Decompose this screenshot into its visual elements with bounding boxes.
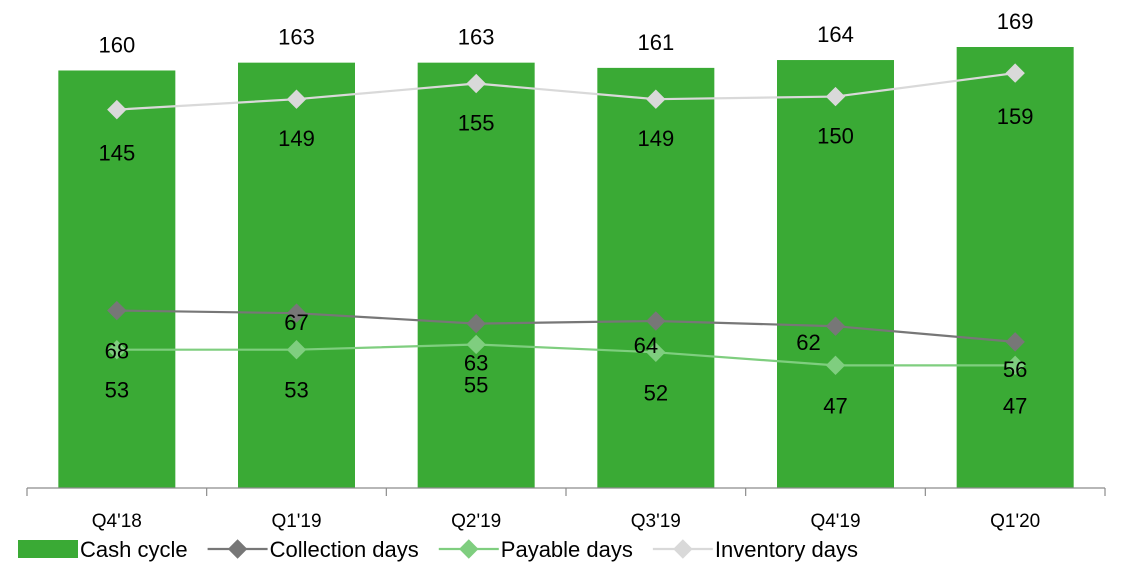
data-labels-layer: 160 163 163 161 164 169 68 67 63 64 62 56 53 53 55 52 47…: [98, 9, 1033, 418]
marker-collection-days: [646, 311, 666, 331]
x-tick-label: Q1'20: [990, 511, 1040, 532]
bar-cash-cycle: [777, 60, 894, 489]
marker-payable-days: [1005, 355, 1025, 376]
bar-cash-cycle: [417, 62, 535, 489]
marker-payable-days: [825, 355, 846, 376]
legend-label-collection-days: Collection days: [270, 537, 419, 562]
bar-cash-cycle: [58, 70, 176, 489]
marker-inventory-days: [1005, 63, 1025, 83]
data-label-collection-days: 64: [634, 333, 658, 358]
bars-layer: [58, 47, 1074, 489]
marker-payable-days: [646, 342, 666, 363]
data-label-payable-days: 53: [284, 378, 308, 403]
legend-label-cash-cycle: Cash cycle: [80, 537, 188, 562]
marker-inventory-days: [466, 73, 486, 94]
x-tick-label: Q4'18: [92, 511, 142, 532]
lines-layer: [107, 63, 1025, 376]
data-label-inventory-days: 150: [817, 124, 854, 149]
data-label-payable-days: 55: [464, 372, 488, 397]
data-label-cash-cycle: 164: [817, 22, 854, 47]
marker-collection-days: [1005, 332, 1025, 352]
data-label-collection-days: 62: [796, 330, 820, 355]
x-axis: Q4'18 Q1'19 Q2'19 Q3'19 Q4'19 Q1'20: [26, 487, 1106, 532]
bar-cash-cycle: [956, 47, 1074, 488]
data-label-collection-days: 56: [1003, 357, 1027, 382]
data-label-cash-cycle: 161: [637, 30, 674, 55]
data-label-cash-cycle: 169: [997, 9, 1034, 34]
data-label-inventory-days: 155: [458, 111, 495, 136]
data-label-inventory-days: 149: [637, 126, 674, 151]
bar-cash-cycle: [597, 67, 715, 489]
marker-collection-days: [107, 300, 127, 321]
legend-marker-inventory-days: [673, 539, 693, 559]
x-tick-label: Q4'19: [810, 511, 860, 532]
legend-label-inventory-days: Inventory days: [715, 537, 858, 562]
data-label-inventory-days: 145: [98, 141, 135, 166]
data-label-inventory-days: 159: [997, 104, 1034, 129]
data-label-cash-cycle: 160: [98, 32, 135, 57]
marker-inventory-days: [107, 99, 127, 120]
legend-swatch-cash-cycle: [18, 540, 78, 558]
series-line-payable-days: [116, 343, 1016, 367]
marker-payable-days: [286, 339, 307, 360]
legend-marker-collection-days: [227, 539, 248, 559]
marker-collection-days: [286, 303, 307, 323]
marker-payable-days: [466, 334, 486, 355]
legend-label-payable-days: Payable days: [501, 537, 633, 562]
marker-inventory-days: [646, 89, 666, 109]
x-tick-label: Q3'19: [631, 511, 681, 532]
data-label-cash-cycle: 163: [278, 25, 315, 50]
data-label-cash-cycle: 163: [458, 25, 495, 50]
data-label-collection-days: 63: [464, 351, 488, 376]
series-line-collection-days: [116, 309, 1016, 343]
data-label-collection-days: 67: [284, 310, 308, 335]
data-label-payable-days: 52: [644, 380, 668, 405]
x-tick-label: Q1'19: [271, 511, 321, 532]
marker-collection-days: [466, 313, 486, 334]
data-label-payable-days: 47: [1003, 393, 1027, 418]
marker-payable-days: [107, 339, 127, 360]
data-label-payable-days: 53: [105, 378, 129, 403]
legend-marker-payable-days: [459, 539, 479, 559]
data-label-collection-days: 68: [105, 339, 129, 364]
marker-collection-days: [825, 316, 846, 336]
x-tick-label: Q2'19: [451, 511, 501, 532]
marker-inventory-days: [286, 89, 307, 109]
series-line-inventory-days: [116, 72, 1016, 111]
data-label-inventory-days: 149: [278, 126, 315, 151]
marker-inventory-days: [825, 86, 846, 107]
legend: Cash cycle Collection days Payable days Inv…: [18, 537, 858, 562]
data-label-payable-days: 47: [823, 393, 847, 418]
bar-cash-cycle: [238, 62, 355, 489]
